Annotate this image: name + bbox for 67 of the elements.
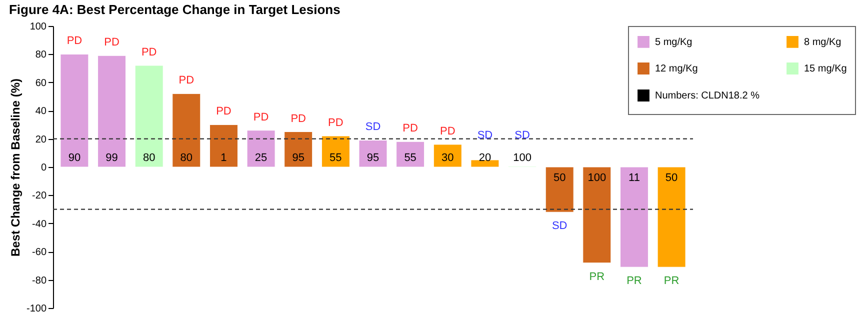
annotation: 1 <box>220 152 227 164</box>
annotation: 25 <box>254 152 268 164</box>
legend-label: 8 mg/Kg <box>804 36 842 48</box>
bar <box>246 130 276 168</box>
y-tick-label: 100 <box>30 22 47 32</box>
bar <box>657 166 686 268</box>
legend-label: 12 mg/Kg <box>655 64 698 74</box>
bar <box>98 55 126 168</box>
annotation: PD <box>141 46 157 58</box>
annotation: SD <box>477 130 493 142</box>
annotation: PD <box>440 125 456 138</box>
y-axis-title: Best Change from Baseline (%) <box>8 78 22 257</box>
bar <box>60 54 89 168</box>
annotation: 30 <box>442 152 454 164</box>
annotation: SD <box>365 121 381 134</box>
annotation: PD <box>402 122 418 135</box>
annotation: SD <box>514 130 530 142</box>
chart-title: Figure 4A: Best Percentage Change in Target Lesions <box>8 2 340 17</box>
annotation: 50 <box>665 172 678 184</box>
annotation: PD <box>216 106 232 118</box>
annotation: SD <box>552 220 568 232</box>
legend-label: Numbers: CLDN18.2 % <box>655 90 760 102</box>
bar <box>358 140 388 168</box>
bar <box>433 144 462 168</box>
annotation: 95 <box>366 152 380 164</box>
annotation: PD <box>104 36 120 49</box>
annotation: PD <box>178 74 194 87</box>
annotation: PR <box>664 275 680 288</box>
annotation: 100 <box>513 152 532 164</box>
y-tick-label: -20 <box>32 190 47 202</box>
annotation: PD <box>66 35 82 48</box>
y-tick-label: 20 <box>35 134 47 146</box>
y-tick-label: 80 <box>35 50 47 61</box>
legend-label: 15 mg/Kg <box>804 64 847 74</box>
bar <box>396 141 425 168</box>
annotation: PR <box>626 275 642 288</box>
y-tick-label: -80 <box>32 275 47 286</box>
annotation: 55 <box>404 152 416 164</box>
bar <box>172 93 201 168</box>
legend-label: 5 mg/Kg <box>655 36 692 48</box>
bar <box>321 136 350 168</box>
bar <box>470 160 500 168</box>
y-tick-label: -60 <box>32 247 47 258</box>
y-tick-label: 40 <box>35 106 47 118</box>
bar <box>284 132 313 168</box>
annotation: PD <box>328 116 344 129</box>
annotation: PR <box>589 270 605 283</box>
annotation: 90 <box>68 152 81 164</box>
annotation: 80 <box>180 152 193 164</box>
y-tick-label: 60 <box>35 78 47 89</box>
annotation: PD <box>290 112 306 125</box>
bar <box>582 166 612 264</box>
annotation: 11 <box>628 172 640 184</box>
annotation: 50 <box>553 172 566 184</box>
y-tick-label: 0 <box>40 162 47 174</box>
annotation: 100 <box>588 172 606 184</box>
y-tick-label: -100 <box>26 304 47 314</box>
annotation: 99 <box>106 152 118 164</box>
annotation: PD <box>253 111 269 124</box>
bar <box>545 166 574 212</box>
annotation: 55 <box>330 152 342 164</box>
bar <box>134 65 164 168</box>
bar <box>209 124 238 168</box>
y-tick-label: -40 <box>32 218 47 230</box>
annotation: 80 <box>142 152 156 164</box>
annotation: 95 <box>292 152 304 164</box>
bar <box>620 166 648 268</box>
